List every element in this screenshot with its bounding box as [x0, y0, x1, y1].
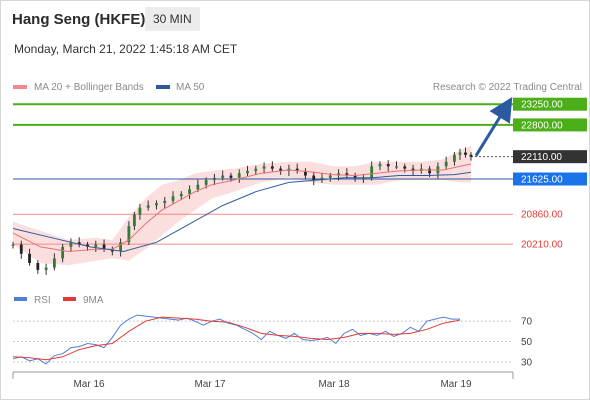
candle-body [146, 205, 150, 208]
projection-arrow [474, 97, 513, 157]
candle-body [345, 173, 349, 176]
level-tag-label: 22800.00 [521, 120, 563, 131]
candle-body [411, 168, 415, 171]
candle-body [378, 164, 382, 167]
price-legend: MA 20 + Bollinger Bands MA 50 Research ©… [13, 82, 582, 93]
candle-body [171, 196, 175, 201]
instrument-title: Hang Seng (HKFE) [12, 11, 146, 28]
legend-label-9ma: 9MA [83, 295, 104, 306]
rsi-tick-label: 30 [521, 357, 533, 368]
candle-body [312, 175, 316, 181]
x-axis: Mar 16 Mar 17 Mar 18 Mar 19 [12, 371, 514, 390]
candle-body [61, 246, 65, 259]
rsi-plot: 70 50 30 [12, 314, 533, 368]
x-tick-label: Mar 16 [73, 379, 105, 390]
x-tick-label: Mar 18 [318, 379, 350, 390]
level-tag-21625-00 [513, 172, 587, 186]
chart-header: Hang Seng (HKFE) 30 MIN [1, 7, 589, 33]
candle-body [295, 168, 299, 171]
candle-body [28, 253, 31, 263]
level-tag-22110-00 [513, 150, 587, 164]
level-tag-label: 21625.00 [521, 174, 563, 185]
candle-body [469, 154, 473, 157]
rsi-tick-label: 50 [521, 337, 533, 348]
rsi-legend: RSI 9MA [14, 295, 104, 306]
candle-body [155, 203, 158, 206]
candle-body [196, 184, 200, 190]
candle-body [370, 166, 374, 178]
rsi-tick-label: 70 [521, 317, 533, 328]
candle-body [262, 166, 266, 169]
candle-body [428, 168, 432, 174]
level-label: 20860.00 [521, 210, 563, 221]
candle-body [221, 175, 225, 178]
bollinger-band [13, 145, 471, 266]
candle-body [44, 267, 48, 270]
candle-body [403, 166, 407, 169]
candle-body [179, 193, 183, 197]
candle-body [213, 177, 216, 181]
level-tag-22800-00 [513, 118, 587, 132]
ma50-line [12, 171, 472, 253]
candle-body [132, 214, 136, 227]
candle-body [102, 244, 106, 250]
candle-body [11, 244, 15, 246]
candle-body [127, 226, 131, 243]
candle-body [94, 244, 98, 247]
candle-body [328, 175, 332, 178]
candle-body [464, 152, 467, 155]
candle-body [386, 164, 390, 167]
timeframe-button[interactable]: 30 MIN [145, 7, 200, 31]
legend-label-ma20: MA 20 + Bollinger Bands [34, 82, 144, 93]
candle-body [304, 170, 307, 176]
candle-body [444, 161, 448, 167]
candle-body [229, 175, 233, 178]
candle-body [254, 168, 258, 171]
legend-label-ma50: MA 50 [176, 82, 205, 93]
candle-body [119, 242, 123, 252]
candle-body [270, 166, 274, 169]
level-tag-label: 23250.00 [521, 100, 563, 111]
timestamp-text: Monday, March 21, 2022 1:45:18 AM CET [14, 42, 238, 56]
candle-body [237, 173, 241, 178]
x-tick-label: Mar 17 [194, 379, 226, 390]
candle-body [320, 177, 324, 181]
candle-body [361, 177, 365, 180]
candle-body [204, 180, 208, 185]
candle-body [246, 170, 249, 174]
candle-body [36, 262, 40, 270]
candle-body [353, 175, 357, 178]
candle-body [395, 166, 398, 168]
rsi-line [12, 314, 460, 365]
9ma-line [12, 316, 461, 361]
candle-body [188, 189, 191, 194]
candle-body [458, 152, 462, 155]
x-tick-label: Mar 19 [440, 379, 472, 390]
candle-body [19, 244, 23, 254]
level-tag-23250-00 [513, 97, 587, 111]
candle-body [52, 258, 56, 268]
candle-body [77, 242, 81, 245]
candle-body [138, 207, 142, 215]
legend-label-rsi: RSI [34, 295, 51, 306]
attribution-text: Research © 2022 Trading Central [433, 82, 582, 93]
candle-body [453, 154, 456, 162]
candle-body [279, 168, 283, 171]
candle-body [163, 200, 167, 204]
price-plot: 23250.00 22800.00 22110.00 21625.00 20860.00… [11, 97, 587, 275]
level-tag-label: 22110.00 [521, 152, 562, 163]
level-label: 20210.00 [521, 240, 563, 251]
candle-body [69, 242, 73, 247]
